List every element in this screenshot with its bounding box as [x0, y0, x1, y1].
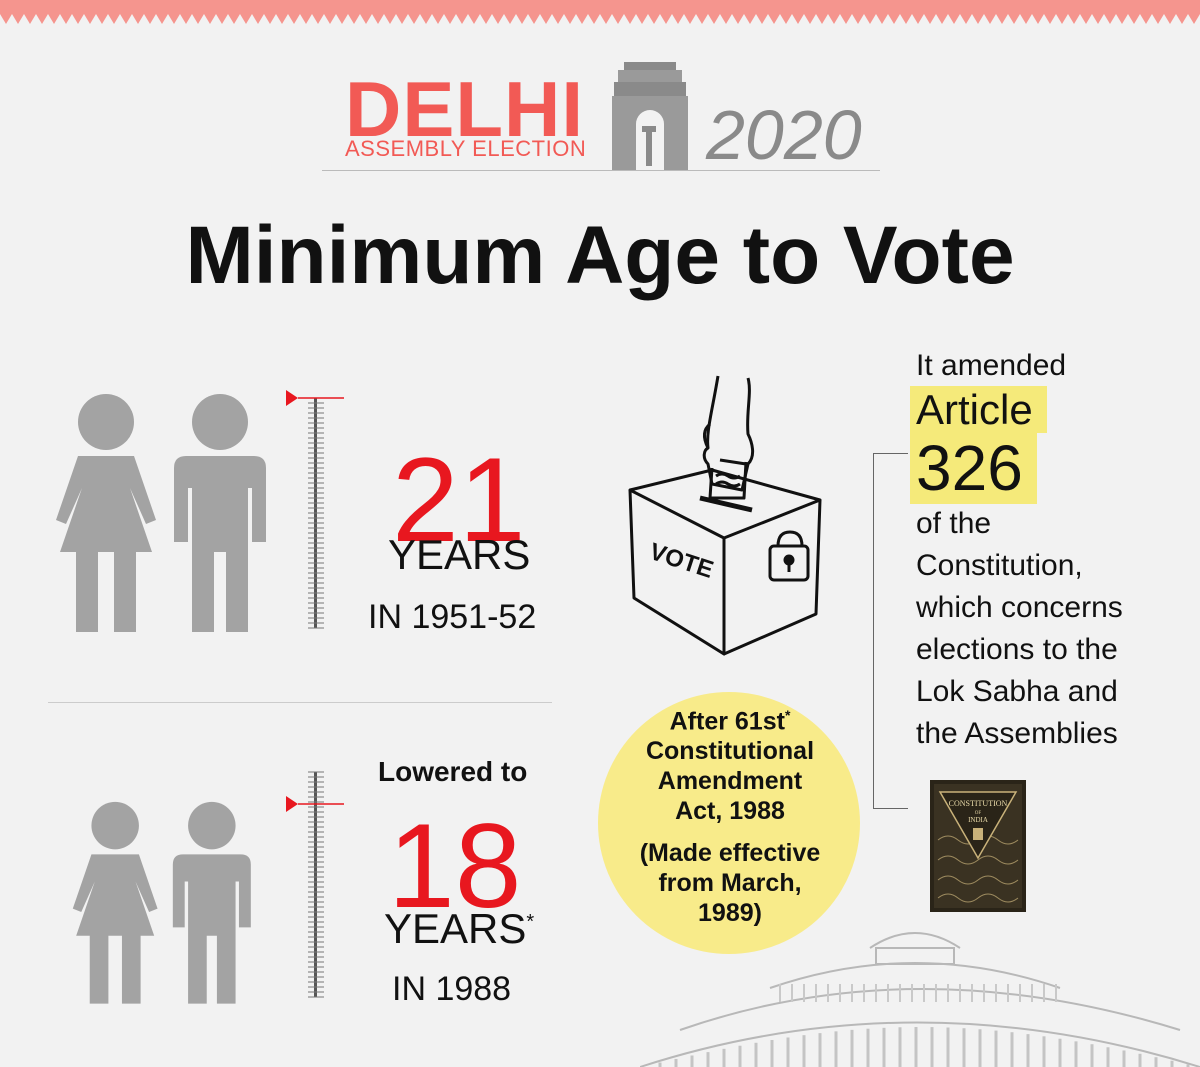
article-number: 326 [910, 432, 1037, 504]
article-desc-5: Lok Sabha and [916, 675, 1118, 708]
amendment-mark: * [784, 707, 791, 723]
ballot-box-label: VOTE [646, 538, 716, 584]
book-title-line-3: INDIA [968, 816, 988, 824]
logo-title: DELHI [345, 65, 584, 153]
people-icon-1951 [56, 394, 266, 632]
constitution-book-icon: CONSTITUTION OF INDIA [930, 780, 1026, 912]
article-intro: It amended [916, 349, 1067, 382]
article-desc-4: elections to the [916, 633, 1118, 666]
age-scale-1988 [286, 771, 344, 998]
connector-bracket [873, 453, 908, 809]
page-title: Minimum Age to Vote [185, 210, 1015, 301]
article-word: Article [910, 386, 1047, 433]
people-icon-1988 [72, 801, 251, 1004]
years-label-1951: YEARS [388, 531, 531, 578]
years-label-1988: YEARS* [384, 905, 535, 952]
article-text: It amended Article 326 of the Constituti… [910, 345, 1123, 755]
logo-divider [322, 170, 880, 171]
india-gate-icon [612, 62, 688, 170]
article-desc-1: of the [916, 507, 992, 540]
age-scale-1951 [286, 390, 344, 629]
amendment-note-1: (Made effective [639, 839, 821, 868]
amendment-text: After 61st* Constitutional Amendment Act… [610, 700, 850, 928]
amendment-note-2: from March, [658, 869, 802, 898]
ballot-box-icon: VOTE [628, 375, 822, 656]
period-1951: IN 1951-52 [368, 598, 537, 636]
period-1988: IN 1988 [392, 970, 512, 1008]
amendment-line-3: Amendment [657, 767, 803, 796]
age-21: 21 [392, 433, 526, 567]
logo-year: 2020 [706, 96, 862, 174]
amendment-line-4: Act, 1988 [675, 797, 785, 826]
lowered-label: Lowered to [378, 756, 528, 787]
parliament-dome-icon [640, 932, 1200, 1067]
section-divider [48, 702, 552, 703]
amendment-circle [598, 692, 860, 954]
amendment-line-2: Constitutional [645, 737, 815, 766]
zigzag-border [0, 0, 1200, 24]
article-desc-6: the Assemblies [916, 717, 1118, 750]
logo-subtitle: ASSEMBLY ELECTION [345, 136, 587, 161]
article-desc-2: Constitution, [916, 549, 1083, 582]
article-desc-3: which concerns [916, 591, 1123, 624]
book-title-line-2: OF [975, 811, 982, 816]
amendment-line-1: After 61st [669, 707, 785, 736]
book-title-line-1: CONSTITUTION [949, 799, 1008, 808]
age-18: 18 [388, 799, 522, 933]
amendment-note-3: 1989) [698, 899, 762, 928]
